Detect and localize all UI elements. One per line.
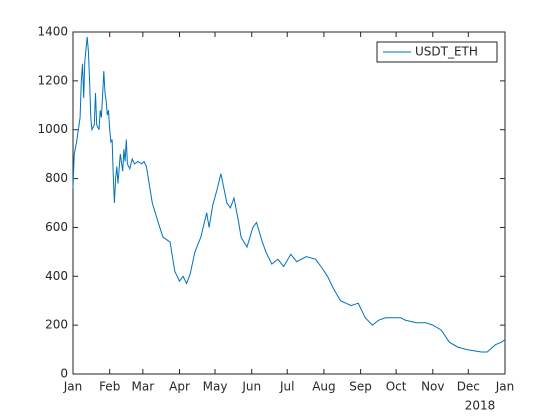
x-tick-label: Jan bbox=[495, 380, 515, 394]
x-tick-label: Apr bbox=[169, 380, 190, 394]
x-tick-label: Jul bbox=[279, 380, 294, 394]
y-tick-label: 1000 bbox=[37, 122, 68, 136]
y-tick-label: 800 bbox=[45, 171, 68, 185]
x-tick-label: Nov bbox=[421, 380, 444, 394]
x-tick-label: Sep bbox=[349, 380, 372, 394]
x-year-label: 2018 bbox=[465, 399, 496, 413]
y-tick-label: 0 bbox=[60, 367, 68, 381]
x-tick-label: Jan bbox=[63, 380, 83, 394]
x-tick-label: Aug bbox=[312, 380, 335, 394]
data-line bbox=[72, 36, 506, 353]
x-tick-label: Mar bbox=[132, 380, 155, 394]
y-tick-label: 200 bbox=[45, 318, 68, 332]
axes-box bbox=[72, 31, 506, 375]
y-tick-label: 400 bbox=[45, 269, 68, 283]
x-tick-label: May bbox=[203, 380, 228, 394]
y-tick-label: 600 bbox=[45, 220, 68, 234]
y-tick-label: 1200 bbox=[37, 73, 68, 87]
legend-label: USDT_ETH bbox=[415, 45, 478, 59]
x-tick-label: Oct bbox=[386, 380, 407, 394]
x-tick-label: Feb bbox=[99, 380, 120, 394]
legend-box bbox=[376, 41, 498, 63]
y-tick-label: 1400 bbox=[37, 25, 68, 39]
x-tick-label: Dec bbox=[457, 380, 480, 394]
x-tick-label: Jun bbox=[241, 380, 261, 394]
